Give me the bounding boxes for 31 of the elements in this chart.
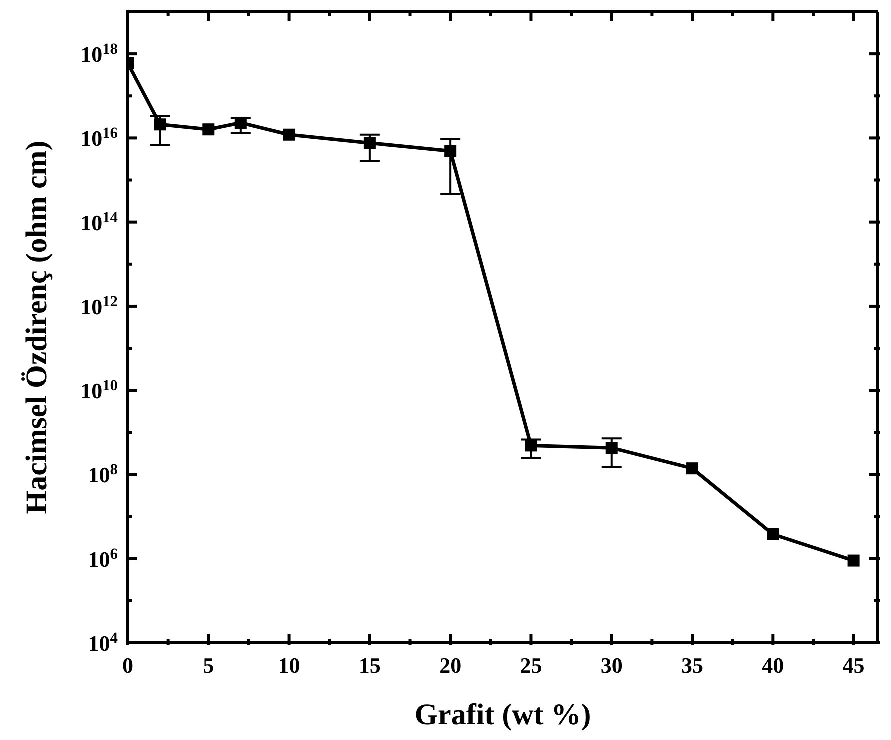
point — [525, 440, 538, 452]
y-tick-label: 10$^{16}$ — [80, 124, 118, 152]
x-tick-label: 30 — [600, 653, 623, 678]
x-tick-label: 20 — [440, 653, 462, 678]
point — [686, 462, 699, 475]
point — [234, 116, 247, 129]
x-tick-label: 45 — [842, 653, 865, 678]
x-tick-label: 15 — [358, 653, 381, 678]
y-axis-title: Hacimsel Özdirenç (ohm cm) — [20, 140, 54, 514]
point — [154, 118, 166, 131]
y-tick-label: 10$^{4}$ — [88, 630, 118, 656]
point — [848, 554, 860, 567]
x-tick-label: 10 — [278, 653, 300, 678]
x-tick-label: 25 — [520, 653, 542, 678]
point — [283, 128, 296, 141]
y-tick-label: 10$^{6}$ — [88, 545, 118, 572]
x-tick-label: 5 — [203, 653, 214, 678]
x-axis-title: Grafit (wt %) — [414, 698, 592, 732]
x-tick-label: 40 — [762, 653, 784, 678]
y-tick-label: 10$^{14}$ — [80, 208, 118, 236]
point — [202, 124, 215, 136]
y-tick-label: 10$^{12}$ — [80, 292, 118, 320]
x-tick-label: 35 — [682, 653, 704, 678]
y-tick-label: 10$^{8}$ — [88, 461, 118, 488]
y-tick-label: 10$^{18}$ — [80, 40, 118, 68]
x-tick-label: 0 — [122, 653, 134, 678]
point — [606, 442, 618, 454]
point — [364, 137, 376, 150]
point — [444, 145, 457, 158]
y-tick-label: 10$^{10}$ — [80, 377, 118, 404]
point — [767, 528, 780, 540]
